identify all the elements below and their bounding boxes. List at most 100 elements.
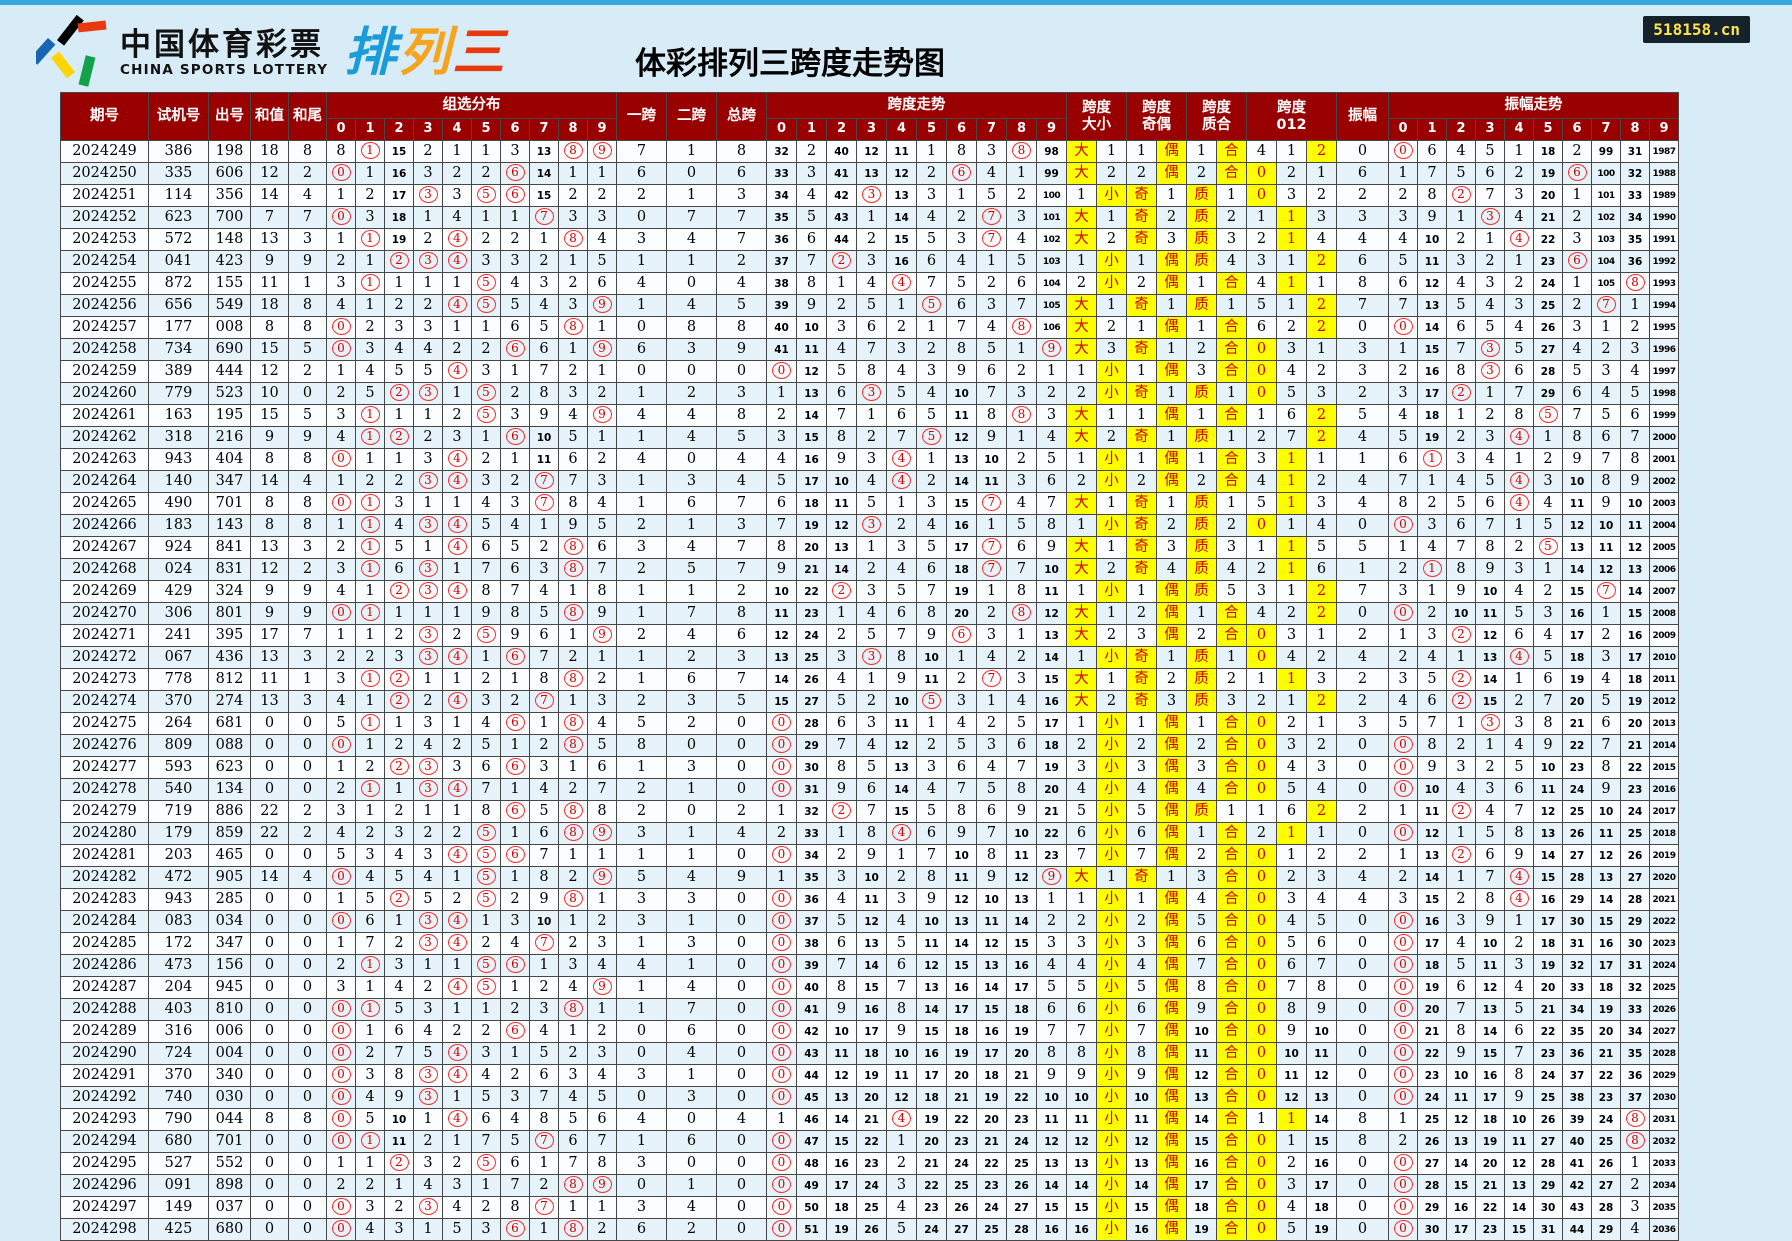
cell-parity-0: 7 <box>1126 844 1157 867</box>
cell-dist-3: 1 <box>413 536 443 559</box>
cell-prime-0: 6 <box>1186 932 1217 955</box>
cell-dist-5: 1 <box>471 998 501 1021</box>
cell-amp-trend-8: 16 <box>1620 624 1650 647</box>
cell-amp-trend-1: 2 <box>1417 492 1447 515</box>
cell-amp-trend-0: 0 <box>1388 1196 1418 1219</box>
cell-span1: 1 <box>616 1130 667 1153</box>
cell-amp-trend-6: 2 <box>1562 294 1592 317</box>
cell-prime-1: 3 <box>1216 228 1247 251</box>
cell-012-1: 1 <box>1276 668 1307 691</box>
cell-test: 370 <box>148 690 209 713</box>
cell-012-2: 3 <box>1306 756 1337 779</box>
cell-amp-trend-3: 3 <box>1475 338 1505 361</box>
cell-012-2: 3 <box>1306 668 1337 691</box>
cell-span-trend-0: 0 <box>766 1042 797 1065</box>
cell-dist-4: 2 <box>442 1152 472 1175</box>
cell-012-0: 0 <box>1246 1064 1277 1087</box>
cell-012-0: 1 <box>1246 800 1277 823</box>
logo-en-label: CHINA SPORTS LOTTERY <box>120 62 329 79</box>
cell-sum: 0 <box>250 888 289 911</box>
cell-amp-trend-4: 4 <box>1504 470 1534 493</box>
cell-dist-5: 2 <box>471 448 501 471</box>
cell-amp-trend-4: 10 <box>1504 1108 1534 1131</box>
cell-parity-1: 偶 <box>1156 976 1187 999</box>
cell-span-trend-7: 24 <box>976 1196 1007 1219</box>
cell-amp-trend-7: 8 <box>1591 470 1621 493</box>
cell-span-trend-9: 15 <box>1036 668 1067 691</box>
cell-span-trend-1: 13 <box>796 382 827 405</box>
cell-012-0: 5 <box>1246 294 1277 317</box>
cell-amp-trend-5: 9 <box>1533 734 1563 757</box>
cell-012-1: 3 <box>1276 624 1307 647</box>
cell-period: 2024284 <box>60 910 149 933</box>
cell-amp-trend-0: 0 <box>1388 1042 1418 1065</box>
cell-span-trend-9: 100 <box>1036 184 1067 207</box>
cell-parity-1: 偶 <box>1156 932 1187 955</box>
cell-amp-trend-3: 2 <box>1475 404 1505 427</box>
cell-dist-7: 1 <box>529 228 559 251</box>
cell-span-total: 3 <box>716 514 767 537</box>
cell-span-total: 9 <box>716 866 767 889</box>
cell-amp-trend-7: 23 <box>1591 1086 1621 1109</box>
cell-span-trend-7: 23 <box>976 1174 1007 1197</box>
cell-draw: 700 <box>208 206 251 229</box>
cell-dist-2: 2 <box>384 624 414 647</box>
cell-parity-0: 奇 <box>1126 206 1157 229</box>
cell-tail: 0 <box>288 844 327 867</box>
cell-dist-1: 1 <box>355 514 385 537</box>
cell-dist-1: 1 <box>355 404 385 427</box>
cell-dist-6: 1 <box>500 734 530 757</box>
csl-logo-text: 中国体育彩票 CHINA SPORTS LOTTERY <box>120 29 328 78</box>
site-badge[interactable]: 518158.cn <box>1643 16 1750 43</box>
cell-span-trend-1: 48 <box>796 1152 827 1175</box>
cell-span-trend-2: 16 <box>826 1152 857 1175</box>
cell-sum: 0 <box>250 778 289 801</box>
cell-draw: 044 <box>208 1108 251 1131</box>
cell-span-trend-4: 4 <box>886 1196 917 1219</box>
cell-dist-8: 8 <box>558 228 588 251</box>
cell-amp-trend-2: 1 <box>1446 712 1476 735</box>
cell-span-trend-7: 19 <box>976 1086 1007 1109</box>
cell-amp-trend-2: 2 <box>1446 844 1476 867</box>
cell-size-1: 小 <box>1096 998 1127 1021</box>
cell-span-trend-5: 18 <box>916 1086 947 1109</box>
cell-amp-trend-0: 0 <box>1388 316 1418 339</box>
cell-span1: 1 <box>616 250 667 273</box>
cell-size-0: 1 <box>1066 250 1097 273</box>
cell-span2: 0 <box>666 800 717 823</box>
cell-span-trend-2: 6 <box>826 712 857 735</box>
cell-dist-4: 4 <box>442 690 472 713</box>
cell-span-trend-0: 38 <box>766 272 797 295</box>
cell-span2: 1 <box>666 910 717 933</box>
cell-span-trend-5: 2 <box>916 338 947 361</box>
cell-amp-trend-3: 6 <box>1475 492 1505 515</box>
cell-span1: 1 <box>616 998 667 1021</box>
cell-amp-trend-0: 7 <box>1388 294 1418 317</box>
cell-amp-trend-4: 2 <box>1504 272 1534 295</box>
cell-dist-5: 1 <box>471 1174 501 1197</box>
cell-span-trend-2: 11 <box>826 1042 857 1065</box>
cell-dist-4: 3 <box>442 756 472 779</box>
cell-amp-trend-2: 5 <box>1446 294 1476 317</box>
cell-span-trend-3: 4 <box>856 734 887 757</box>
cell-span-trend-8: 8 <box>1006 404 1037 427</box>
cell-span1: 2 <box>616 624 667 647</box>
table-head: 期号 试机号 出号 和值 和尾 组选分布 一跨 二跨 总跨 跨度走势 跨度 大小 跨度 奇偶 跨度 质合… <box>60 92 1679 141</box>
table-row: 2024260 779 523 10 0 2 5 2 3 1 5 2 8 3 2 1 2 3 1 13 6 3 5 4 10 7 3… <box>60 382 1679 405</box>
cell-test: 680 <box>148 1130 209 1153</box>
cell-amp-trend-4: 11 <box>1504 1130 1534 1153</box>
cell-size-1: 3 <box>1096 338 1127 361</box>
cell-amp-trend-6: 10 <box>1562 470 1592 493</box>
table-row: 2024279 719 886 22 2 3 1 2 1 1 8 6 5 8 8 2 0 2 1 32 2 7 15 5 8 6 9… <box>60 800 1679 823</box>
cell-span2: 4 <box>666 976 717 999</box>
cell-span1: 4 <box>616 404 667 427</box>
cell-amp-trend-1: 19 <box>1417 426 1447 449</box>
cell-span-trend-8: 2 <box>1006 448 1037 471</box>
cell-span-total: 6 <box>716 162 767 185</box>
cell-size-1: 1 <box>1096 866 1127 889</box>
cell-prime-1: 合 <box>1216 404 1247 427</box>
cell-span-trend-4: 14 <box>886 206 917 229</box>
cell-dist-5: 2 <box>471 338 501 361</box>
cell-amp-trend-8: 12 <box>1620 536 1650 559</box>
cell-parity-0: 16 <box>1126 1218 1157 1241</box>
